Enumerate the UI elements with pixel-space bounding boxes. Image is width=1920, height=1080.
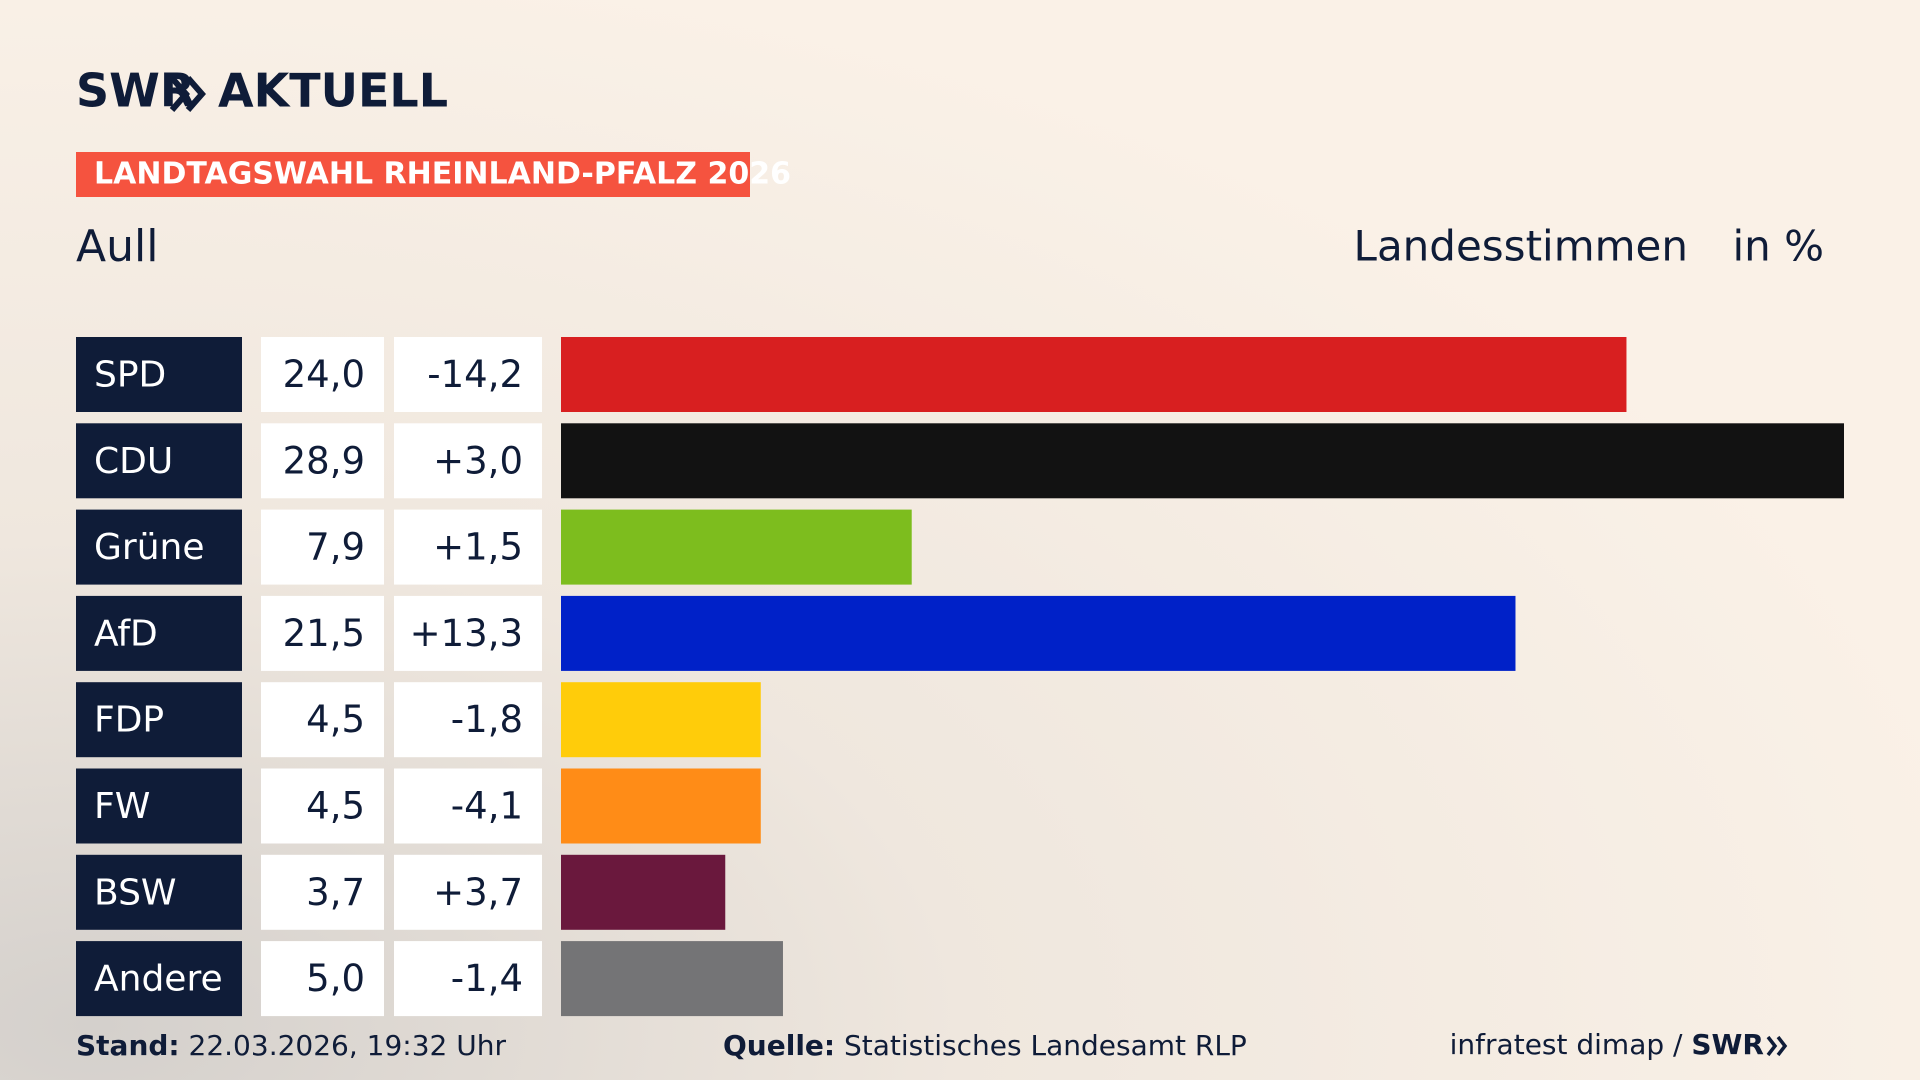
- change-cell: [394, 509, 542, 585]
- change-label: -4,1: [451, 785, 523, 828]
- value-label: 4,5: [306, 698, 365, 741]
- party-cell: [76, 595, 242, 671]
- value-label: 28,9: [283, 439, 365, 482]
- chart-title: LANDTAGSWAHL RHEINLAND-PFALZ 2026: [94, 157, 791, 192]
- party-cell: [76, 854, 242, 930]
- change-cell: [394, 768, 542, 844]
- value-cell: [261, 768, 384, 844]
- party-label: CDU: [94, 441, 173, 482]
- party-label: SPD: [94, 355, 166, 396]
- change-cell: [394, 337, 542, 412]
- unit-label: in %: [1732, 222, 1824, 271]
- bar: [561, 768, 761, 844]
- footer-chevrons: [1766, 1035, 1788, 1057]
- footer-source: Quelle: Statistisches Landesamt RLP: [723, 1029, 1247, 1062]
- value-axis-label: Landesstimmen: [1354, 222, 1688, 271]
- bar: [561, 337, 1627, 412]
- value-label: 4,5: [306, 785, 365, 828]
- footer-stand-label: Stand:: [76, 1029, 180, 1062]
- value-label: 21,5: [283, 612, 365, 655]
- change-label: +3,7: [433, 871, 523, 914]
- party-cell: [76, 423, 242, 499]
- party-cell: [76, 941, 242, 1017]
- footer-source-label: Quelle:: [723, 1029, 835, 1062]
- footer-stand: Stand: 22.03.2026, 19:32 Uhr: [76, 1029, 506, 1062]
- brand-chevrons: [169, 76, 206, 112]
- footer-credit: infratest dimap / SWR: [1450, 1028, 1764, 1061]
- footer-stand-value: 22.03.2026, 19:32 Uhr: [189, 1029, 507, 1062]
- subtitle: Aull: [76, 221, 158, 272]
- party-cell: [76, 768, 242, 844]
- party-cell: [76, 682, 242, 758]
- value-cell: [261, 941, 384, 1017]
- value-label: 24,0: [283, 353, 365, 396]
- title-box: [76, 152, 750, 197]
- change-label: -14,2: [427, 353, 523, 396]
- bar: [561, 595, 1516, 671]
- party-label: FDP: [94, 700, 164, 741]
- change-cell: [394, 854, 542, 930]
- bar: [561, 941, 783, 1017]
- change-cell: [394, 941, 542, 1017]
- footer-credit-brand: SWR: [1691, 1028, 1764, 1061]
- change-label: +13,3: [410, 612, 523, 655]
- brand-swr: SWR: [76, 64, 195, 118]
- footer-credit-text: infratest dimap /: [1450, 1028, 1692, 1061]
- value-cell: [261, 509, 384, 585]
- value-label: 5,0: [306, 957, 365, 1000]
- change-label: +1,5: [433, 526, 523, 569]
- rows: SPD 24,0 -14,2 CDU 28,9 +3,0 Grüne 7,9 +1,5 AfD 21…: [76, 337, 1844, 1017]
- party-cell: [76, 337, 242, 412]
- value-cell: [261, 595, 384, 671]
- bar: [561, 854, 726, 930]
- change-label: -1,4: [451, 957, 523, 1000]
- party-label: Andere: [94, 959, 223, 1000]
- value-cell: [261, 854, 384, 930]
- change-cell: [394, 682, 542, 758]
- party-label: BSW: [94, 872, 177, 913]
- change-label: -1,8: [451, 698, 523, 741]
- bar: [561, 423, 1844, 499]
- brand-aktuell: AKTUELL: [218, 64, 448, 118]
- change-cell: [394, 595, 542, 671]
- value-cell: [261, 423, 384, 499]
- party-cell: [76, 509, 242, 585]
- value-cell: [261, 682, 384, 758]
- party-label: AfD: [94, 613, 158, 654]
- party-label: Grüne: [94, 527, 204, 568]
- party-label: FW: [94, 786, 150, 827]
- footer-source-value: Statistisches Landesamt RLP: [844, 1029, 1247, 1062]
- bar: [561, 682, 761, 758]
- change-cell: [394, 423, 542, 499]
- change-label: +3,0: [433, 439, 523, 482]
- bar: [561, 509, 912, 585]
- value-label: 7,9: [306, 526, 365, 569]
- value-label: 3,7: [306, 871, 365, 914]
- value-cell: [261, 337, 384, 412]
